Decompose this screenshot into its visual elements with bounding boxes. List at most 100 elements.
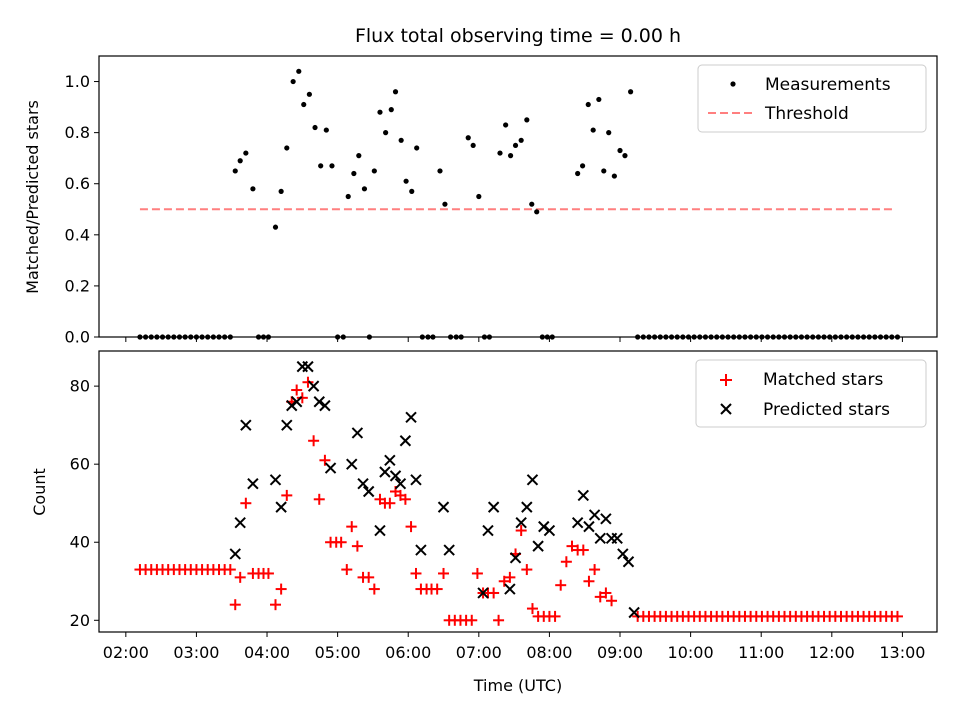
measurement-point	[351, 170, 357, 177]
matched-star-point	[549, 610, 561, 622]
predicted-star-point	[389, 470, 402, 482]
measurement-point	[585, 101, 591, 108]
predicted-star-point	[577, 489, 590, 502]
predicted-star-point	[234, 517, 246, 529]
measurement-point	[377, 109, 383, 115]
legend-marker-predicted	[720, 403, 732, 415]
predicted-star-point	[538, 520, 550, 533]
matched-star-point	[493, 614, 505, 626]
top-axes-frame	[98, 55, 938, 338]
legend-label-matched: Matched stars	[763, 370, 883, 390]
matched-star-point	[275, 583, 287, 595]
measurement-point	[290, 78, 296, 85]
x-tick-label: 04:00	[244, 643, 290, 662]
matched-star-point	[229, 599, 241, 611]
predicted-star-point	[374, 524, 386, 537]
matched-star-point	[498, 575, 510, 587]
predicted-star-point	[515, 517, 527, 529]
measurement-point	[611, 173, 617, 179]
measurement-point	[524, 117, 530, 123]
measurement-point	[243, 150, 249, 156]
measurement-point	[361, 186, 368, 192]
x-tick-label: 05:00	[315, 643, 361, 662]
bottom-y-axis: 20 40 60 80	[70, 377, 99, 630]
bottom-y-tick-label: 40	[70, 533, 90, 552]
matched-star-point	[526, 603, 538, 615]
measurement-point	[414, 145, 420, 151]
predicted-star-point	[509, 552, 522, 564]
measurement-point	[512, 142, 519, 149]
measurement-point	[306, 91, 312, 97]
predicted-star-point	[477, 587, 489, 599]
measurement-point	[409, 188, 415, 194]
x-tick-label: 10:00	[668, 643, 714, 662]
measurement-point	[622, 153, 628, 159]
legend-marker-measurements	[730, 81, 736, 87]
measurement-point	[318, 163, 324, 169]
bottom-legend: Matched stars Predicted stars	[695, 359, 927, 428]
top-y-tick-label: 0.0	[65, 328, 90, 347]
matched-star-point	[346, 521, 358, 533]
matched-star-point	[515, 525, 527, 537]
matched-star-point	[405, 521, 417, 533]
matched-star-point	[399, 493, 411, 505]
measurement-point	[383, 130, 389, 136]
measurement-point	[284, 145, 290, 151]
predicted-star-point	[600, 513, 612, 525]
matched-star-point	[368, 583, 380, 595]
top-legend-box	[697, 64, 927, 133]
predicted-star-point	[482, 524, 494, 537]
measurement-point	[617, 147, 623, 154]
measurement-point	[356, 153, 362, 159]
predicted-star-point	[319, 399, 331, 412]
matched-star-point	[438, 567, 450, 579]
bottom-y-tick-label: 80	[70, 377, 90, 396]
matched-star-point	[335, 536, 347, 548]
predicted-star-point	[487, 501, 500, 513]
measurement-point	[371, 168, 377, 174]
matched-star-point	[384, 497, 396, 509]
matched-star-point	[431, 583, 443, 595]
predicted-star-point	[269, 474, 282, 486]
matched-star-point	[891, 610, 903, 622]
predicted-star-point	[394, 477, 407, 490]
measurement-point	[345, 193, 351, 200]
measurement-point	[497, 150, 503, 156]
bottom-y-label: Count	[30, 468, 49, 516]
matched-star-point	[262, 567, 274, 579]
bottom-legend-box	[695, 359, 927, 428]
x-tick-label: 08:00	[526, 643, 572, 662]
matched-star-point	[296, 392, 308, 404]
predicted-star-point	[617, 548, 629, 560]
matched-star-point	[577, 544, 589, 556]
x-tick-label: 13:00	[879, 643, 925, 662]
matched-star-point	[410, 567, 422, 579]
matched-star-point	[313, 493, 325, 505]
legend-marker-matched	[720, 374, 732, 386]
top-y-tick-label: 0.8	[65, 123, 90, 142]
predicted-star-point	[302, 360, 314, 373]
bottom-y-tick-label: 20	[70, 611, 90, 630]
measurement-point	[296, 68, 302, 74]
predicted-star-point	[229, 548, 241, 560]
matched-star-point	[471, 567, 483, 579]
matched-star-point	[600, 587, 612, 599]
matched-star-point	[341, 564, 353, 576]
predicted-star-point	[362, 485, 375, 498]
predicted-star-point	[594, 532, 606, 545]
matched-star-point	[291, 384, 303, 396]
top-y-axis: 0.0 0.2 0.4 0.6 0.8 1.0	[65, 72, 99, 347]
measurement-point	[437, 168, 443, 174]
top-legend: Measurements Threshold	[697, 64, 927, 133]
matched-star-point	[308, 435, 320, 447]
x-tick-label: 06:00	[385, 643, 431, 662]
measurement-point	[606, 130, 612, 136]
matched-star-point	[583, 575, 595, 587]
measurement-point	[312, 124, 318, 131]
predicted-star-point	[290, 396, 303, 408]
matched-star-point	[466, 614, 478, 626]
measurement-point	[323, 127, 329, 133]
measurement-point	[476, 193, 482, 200]
matched-star-point	[240, 497, 252, 509]
